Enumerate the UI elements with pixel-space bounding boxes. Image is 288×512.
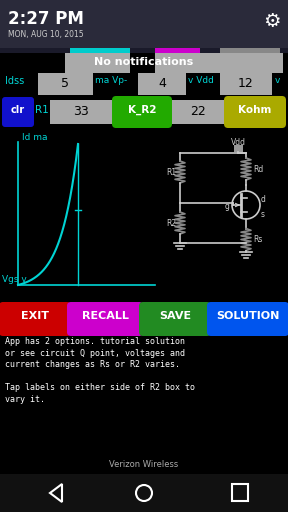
Text: Vdd: Vdd: [230, 138, 245, 147]
FancyBboxPatch shape: [139, 302, 211, 336]
Text: Rd: Rd: [253, 165, 263, 174]
Text: Idss: Idss: [5, 76, 24, 86]
Text: vary it.: vary it.: [5, 395, 45, 403]
Text: Verizon Wireless: Verizon Wireless: [109, 460, 179, 469]
Text: 33: 33: [73, 105, 89, 118]
FancyBboxPatch shape: [0, 302, 71, 336]
Text: Id ma: Id ma: [22, 133, 48, 142]
Text: ⚙: ⚙: [263, 12, 281, 31]
Bar: [138, 73, 186, 95]
Text: App has 2 options. tutorial solution: App has 2 options. tutorial solution: [5, 337, 185, 346]
Bar: [0, 48, 288, 53]
Text: K_R2: K_R2: [128, 105, 156, 115]
Text: current changes as Rs or R2 varies.: current changes as Rs or R2 varies.: [5, 360, 180, 369]
Text: Rs: Rs: [253, 236, 262, 245]
Bar: [0, 128, 288, 303]
FancyBboxPatch shape: [67, 302, 143, 336]
Text: clr: clr: [11, 105, 25, 115]
Text: ma Vp-: ma Vp-: [95, 76, 127, 85]
Text: SAVE: SAVE: [159, 311, 191, 321]
Text: R1: R1: [35, 105, 49, 115]
Bar: [172, 100, 224, 124]
Bar: [220, 73, 272, 95]
Text: or see circuit Q point, voltages and: or see circuit Q point, voltages and: [5, 349, 185, 357]
Text: 5: 5: [61, 77, 69, 90]
Bar: [220, 48, 280, 53]
Bar: [232, 484, 248, 501]
Bar: [38, 73, 93, 95]
Bar: [50, 100, 112, 124]
Bar: [234, 145, 243, 152]
Text: v Vdd: v Vdd: [188, 76, 214, 85]
Text: 2:27 PM: 2:27 PM: [8, 10, 84, 28]
Text: s: s: [261, 210, 265, 219]
Text: g: g: [225, 202, 230, 211]
Text: No notifications: No notifications: [94, 57, 194, 67]
FancyBboxPatch shape: [224, 96, 286, 128]
Text: Kohm: Kohm: [238, 105, 272, 115]
Text: d: d: [261, 195, 266, 204]
Bar: [155, 48, 200, 53]
Text: EXIT: EXIT: [21, 311, 49, 321]
Bar: [155, 53, 220, 73]
Bar: [0, 0, 288, 48]
Bar: [218, 53, 283, 73]
Bar: [65, 53, 130, 73]
Text: Vgs v: Vgs v: [2, 275, 27, 284]
FancyBboxPatch shape: [112, 96, 172, 128]
Bar: [70, 48, 130, 53]
FancyBboxPatch shape: [207, 302, 288, 336]
Text: Tap labels on either side of R2 box to: Tap labels on either side of R2 box to: [5, 383, 195, 392]
Text: RECALL: RECALL: [82, 311, 128, 321]
Bar: [0, 474, 288, 512]
FancyBboxPatch shape: [2, 97, 34, 127]
Text: R2: R2: [166, 219, 176, 228]
Text: SOLUTION: SOLUTION: [216, 311, 280, 321]
Text: 22: 22: [190, 105, 206, 118]
Text: 12: 12: [238, 77, 254, 90]
Text: MON, AUG 10, 2015: MON, AUG 10, 2015: [8, 30, 84, 39]
Text: R1: R1: [166, 168, 176, 177]
Text: 4: 4: [158, 77, 166, 90]
Text: v: v: [275, 76, 281, 85]
